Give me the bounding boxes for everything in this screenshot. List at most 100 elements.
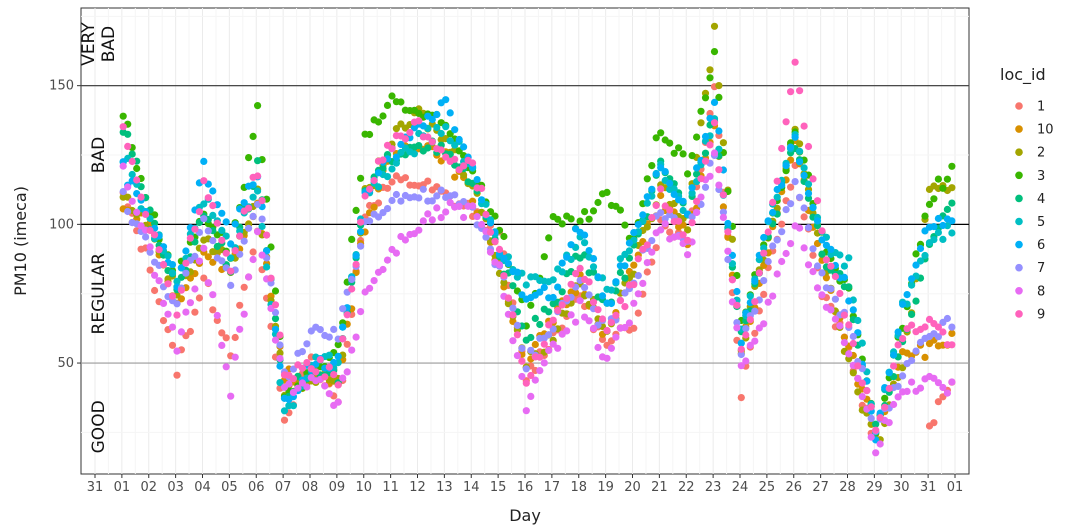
data-point: [867, 414, 875, 422]
x-tick-label: 04: [194, 480, 211, 495]
data-point: [415, 117, 423, 125]
data-point: [697, 175, 705, 183]
data-point: [567, 280, 575, 288]
data-point: [831, 315, 840, 323]
data-point: [151, 286, 159, 295]
data-point: [607, 344, 616, 352]
data-point: [433, 204, 441, 212]
data-point: [289, 365, 297, 373]
data-point: [357, 308, 365, 316]
data-point: [657, 226, 665, 234]
data-point: [419, 217, 427, 225]
data-point: [800, 213, 808, 221]
data-point: [433, 192, 441, 200]
data-point: [222, 218, 230, 226]
data-point: [446, 199, 454, 207]
data-point: [849, 332, 857, 341]
data-point: [746, 292, 754, 300]
data-point: [334, 398, 342, 406]
data-point: [809, 203, 817, 211]
data-point: [159, 299, 168, 307]
data-point: [616, 297, 625, 305]
data-point: [254, 157, 262, 165]
data-point: [164, 280, 172, 288]
data-point: [245, 273, 253, 281]
data-point: [710, 98, 719, 106]
data-point: [124, 183, 132, 191]
data-point: [607, 318, 616, 326]
legend-label: 1: [1037, 100, 1045, 115]
data-point: [142, 210, 150, 218]
data-point: [948, 199, 956, 207]
data-point: [787, 183, 795, 191]
data-point: [545, 321, 553, 329]
data-point: [679, 197, 687, 205]
data-point: [948, 341, 956, 349]
data-point: [894, 393, 902, 401]
data-point: [939, 383, 947, 392]
data-point: [271, 301, 280, 309]
data-point: [245, 204, 253, 212]
data-point: [370, 277, 378, 285]
data-point: [773, 177, 781, 185]
data-point: [818, 227, 826, 235]
data-point: [630, 261, 638, 269]
data-point: [787, 88, 795, 96]
data-point: [908, 378, 916, 386]
data-point: [374, 118, 383, 126]
data-point: [809, 175, 817, 183]
data-point: [634, 309, 642, 317]
data-point: [737, 350, 745, 359]
data-point: [419, 185, 427, 193]
data-point: [607, 299, 616, 308]
legend-label: 10: [1037, 123, 1054, 138]
data-point: [733, 301, 741, 309]
data-point: [536, 320, 544, 329]
data-point: [943, 205, 952, 213]
data-point: [509, 311, 517, 319]
data-point: [867, 433, 875, 441]
data-point: [392, 190, 400, 199]
data-point: [303, 359, 311, 367]
data-point: [796, 140, 804, 148]
x-tick-label: 22: [678, 480, 695, 495]
data-point: [352, 206, 360, 214]
data-point: [186, 327, 194, 336]
data-point: [401, 174, 409, 182]
data-point: [648, 248, 656, 256]
data-point: [500, 254, 508, 262]
data-point: [388, 145, 396, 153]
data-point: [460, 143, 468, 151]
data-point: [357, 242, 365, 250]
data-point: [572, 318, 580, 326]
data-point: [204, 194, 212, 202]
data-point: [701, 183, 710, 191]
data-point: [603, 354, 611, 362]
data-point: [800, 204, 808, 212]
data-point: [330, 358, 338, 367]
data-point: [357, 228, 365, 236]
data-point: [191, 252, 199, 260]
data-point: [845, 350, 853, 358]
data-point: [325, 333, 333, 341]
data-point: [581, 239, 589, 247]
data-point: [912, 250, 920, 258]
data-point: [773, 236, 781, 244]
data-point: [827, 285, 835, 293]
data-point: [598, 335, 607, 343]
data-point: [598, 292, 607, 300]
data-point: [710, 149, 719, 157]
data-point: [545, 331, 553, 339]
data-point: [630, 299, 638, 307]
data-point: [258, 222, 266, 231]
data-point: [383, 205, 392, 213]
data-point: [594, 273, 602, 281]
data-point: [612, 311, 620, 319]
data-point: [934, 333, 943, 341]
data-point: [894, 341, 902, 349]
data-point: [751, 298, 759, 306]
data-point: [813, 284, 822, 292]
data-point: [437, 186, 445, 194]
data-point: [791, 178, 799, 186]
data-point: [827, 306, 835, 314]
